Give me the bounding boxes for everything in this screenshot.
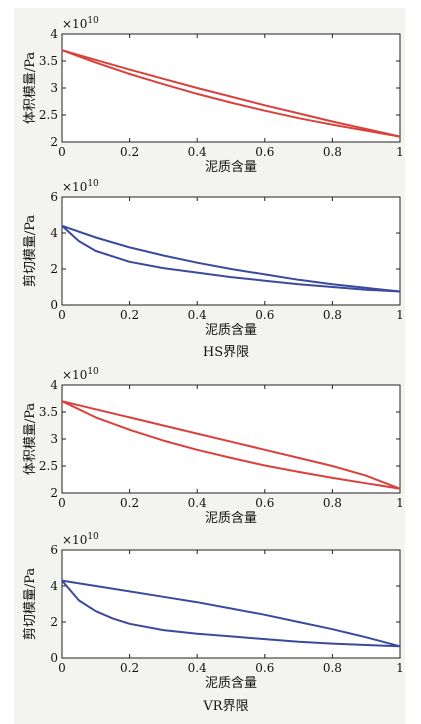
y-axis-label: 体积模量/Pa	[23, 403, 38, 476]
x-tick-label: 0.8	[323, 496, 342, 510]
y-tick-label: 2	[50, 262, 58, 276]
axis-multiplier: ×1010	[62, 367, 99, 382]
y-tick-label: 4	[50, 579, 58, 593]
y-tick-label: 6	[50, 190, 58, 204]
x-axis-label: 泥质含量	[205, 675, 257, 691]
x-tick-label: 0.8	[323, 661, 342, 675]
x-tick-label: 0.4	[188, 661, 207, 675]
y-tick-label: 0	[50, 651, 58, 665]
x-tick-label: 0.4	[188, 496, 207, 510]
axis-multiplier: ×1010	[62, 532, 99, 547]
y-tick-label: 2.5	[39, 108, 58, 122]
series-line-1	[61, 579, 401, 648]
series-line-2	[61, 225, 401, 293]
x-tick-label: 0.8	[323, 145, 342, 159]
y-axis-label: 剪切模量/Pa	[22, 568, 38, 641]
x-tick-label: 0.4	[188, 308, 207, 322]
x-tick-label: 1	[396, 308, 404, 322]
plot-area-4	[61, 549, 401, 659]
y-tick-label: 2	[50, 615, 58, 629]
x-tick-label: 0.2	[120, 308, 139, 322]
x-tick-label: 0.6	[255, 661, 274, 675]
y-tick-label: 4	[50, 378, 58, 392]
y-axis-label: 体积模量/Pa	[23, 52, 38, 125]
y-tick-label: 2	[50, 486, 58, 500]
x-tick-label: 1	[396, 661, 404, 675]
series-line-1	[61, 224, 401, 293]
y-tick-label: 4	[50, 27, 58, 41]
axis-multiplier: ×1010	[62, 16, 99, 31]
y-tick-label: 0	[50, 298, 58, 312]
x-axis-label: 泥质含量	[205, 159, 257, 175]
series-line-2	[61, 49, 401, 138]
x-tick-label: 0	[58, 145, 66, 159]
x-tick-label: 0	[58, 308, 66, 322]
panel-caption: VR界限	[202, 699, 248, 714]
series-line-1	[61, 400, 401, 490]
y-tick-label: 3	[50, 81, 58, 95]
axis-multiplier: ×1010	[62, 179, 99, 194]
y-tick-label: 6	[50, 543, 58, 557]
x-tick-label: 0.6	[255, 496, 274, 510]
x-tick-label: 0.6	[255, 145, 274, 159]
x-tick-label: 0.2	[120, 145, 139, 159]
series-line-1	[61, 49, 401, 138]
series-line-2	[61, 400, 401, 490]
x-tick-label: 0.6	[255, 308, 274, 322]
x-tick-label: 0.2	[120, 496, 139, 510]
x-tick-label: 0.8	[323, 308, 342, 322]
y-tick-label: 3.5	[39, 54, 58, 68]
x-axis-label: 泥质含量	[205, 322, 257, 338]
x-axis-label: 泥质含量	[205, 510, 257, 526]
y-tick-label: 2.5	[39, 459, 58, 473]
panel-caption: HS界限	[203, 345, 249, 360]
x-tick-label: 0.2	[120, 661, 139, 675]
x-tick-label: 1	[396, 496, 404, 510]
y-tick-label: 3	[50, 432, 58, 446]
series-line-2	[61, 579, 401, 648]
y-axis-label: 剪切模量/Pa	[22, 215, 38, 288]
y-tick-label: 4	[50, 226, 58, 240]
x-tick-label: 0	[58, 661, 66, 675]
x-tick-label: 0.4	[188, 145, 207, 159]
x-tick-label: 0	[58, 496, 66, 510]
y-tick-label: 3.5	[39, 405, 58, 419]
plot-area-3	[61, 384, 401, 494]
y-tick-label: 2	[50, 135, 58, 149]
x-tick-label: 1	[396, 145, 404, 159]
